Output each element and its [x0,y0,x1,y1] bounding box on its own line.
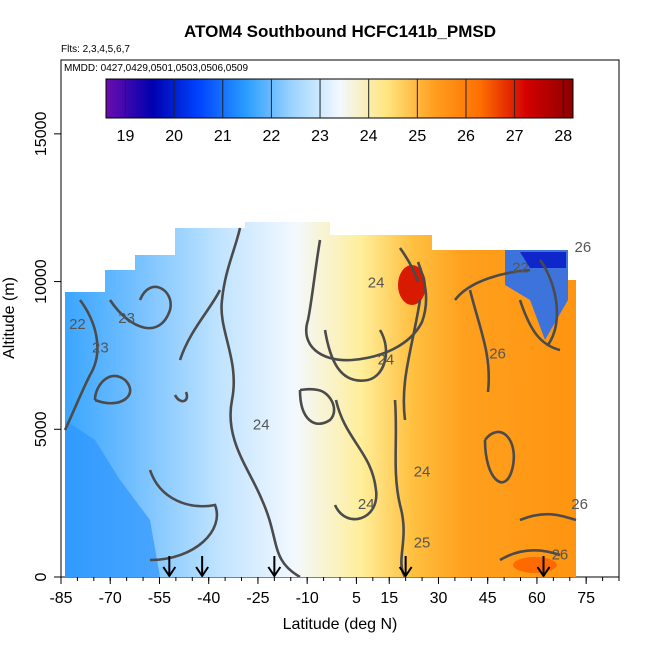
contour-label: 23 [118,310,135,327]
contour-label: 24 [368,274,385,291]
contour-label: 22 [69,316,86,333]
field-shape [65,222,576,577]
x-tick-label: 45 [479,590,497,607]
colorbar-tick-label: 25 [408,128,426,145]
x-tick-label: 75 [577,590,595,607]
x-tick-label: 30 [430,590,448,607]
flights-label: Flts: 2,3,4,5,6,7 [61,44,130,55]
x-tick-label: -85 [49,590,72,607]
field-hotspot-bottom [513,557,557,573]
x-tick-label: 5 [352,590,361,607]
contour-label: 22 [512,260,529,277]
colorbar-tick-label: 21 [214,128,232,145]
plot-area: MMDD: 0427,0429,0501,0503,0506,0509 [60,59,620,578]
colorbar-tick-label: 28 [554,128,572,145]
colorbar-tick-label: 27 [506,128,524,145]
y-tick-label: 5000 [33,411,50,447]
colorbar-tick-label: 24 [360,128,378,145]
flight-arrows [162,556,551,578]
x-tick-label: -25 [246,590,269,607]
flight-arrow [398,556,413,578]
flight-arrow [195,556,209,578]
colorbar-tick-label: 19 [117,128,135,145]
contour-label: 25 [414,534,431,551]
x-axis: -85 -70 -55 -40 -25 -10 5 15 30 45 60 75 [49,577,620,607]
x-tick-label: -55 [148,590,171,607]
contour-label: 24 [253,416,270,433]
x-axis-label: Latitude (deg N) [283,616,398,633]
contour-label: 24 [378,351,395,368]
contour-lines [63,227,577,577]
colorbar-tick-label: 22 [262,128,280,145]
contour-label: 26 [489,345,506,362]
y-axis-label: Altitude (m) [1,277,18,359]
colorbar: 19 20 21 22 23 24 25 26 27 28 [105,78,574,145]
colorbar-tick-label: 23 [311,128,329,145]
heatmap-field [65,222,576,577]
contour-label: 23 [92,339,109,356]
colorbar-tick-lines [124,79,564,118]
y-tick-label: 15000 [33,112,50,157]
y-tick-label: 10000 [33,259,50,304]
colorbar-gradient-bar [105,78,574,119]
flight-arrow [162,556,177,578]
x-tick-label: -70 [99,590,122,607]
field-shape-top-band [520,252,566,268]
mmdd-label: MMDD: 0427,0429,0501,0503,0506,0509 [64,63,248,74]
colorbar-tick-label: 26 [457,128,475,145]
contour-label: 26 [552,546,569,563]
x-tick-label: 15 [380,590,398,607]
field-hotspot [398,265,426,305]
field-edge-left [65,420,160,577]
contour-labels: 24 24 24 24 24 25 26 26 26 26 22 22 23 23 [69,239,591,563]
x-tick-label: -10 [296,590,319,607]
contour-label: 24 [414,464,431,481]
x-tick-label: 60 [528,590,546,607]
contour-label: 24 [358,496,375,513]
flight-arrow [536,556,551,578]
flight-arrow [267,556,282,578]
y-axis: 0 5000 10000 15000 [33,112,61,581]
x-tick-label: -40 [197,590,220,607]
contour-label: 26 [571,496,588,513]
y-tick-label: 0 [33,572,50,581]
contour-label: 26 [575,239,592,256]
field-shape-upper-right [505,250,568,340]
colorbar-tick-label: 20 [165,128,183,145]
colorbar-tick-labels: 19 20 21 22 23 24 25 26 27 28 [117,128,573,145]
chart-title: ATOM4 Southbound HCFC141b_PMSD [184,22,496,41]
